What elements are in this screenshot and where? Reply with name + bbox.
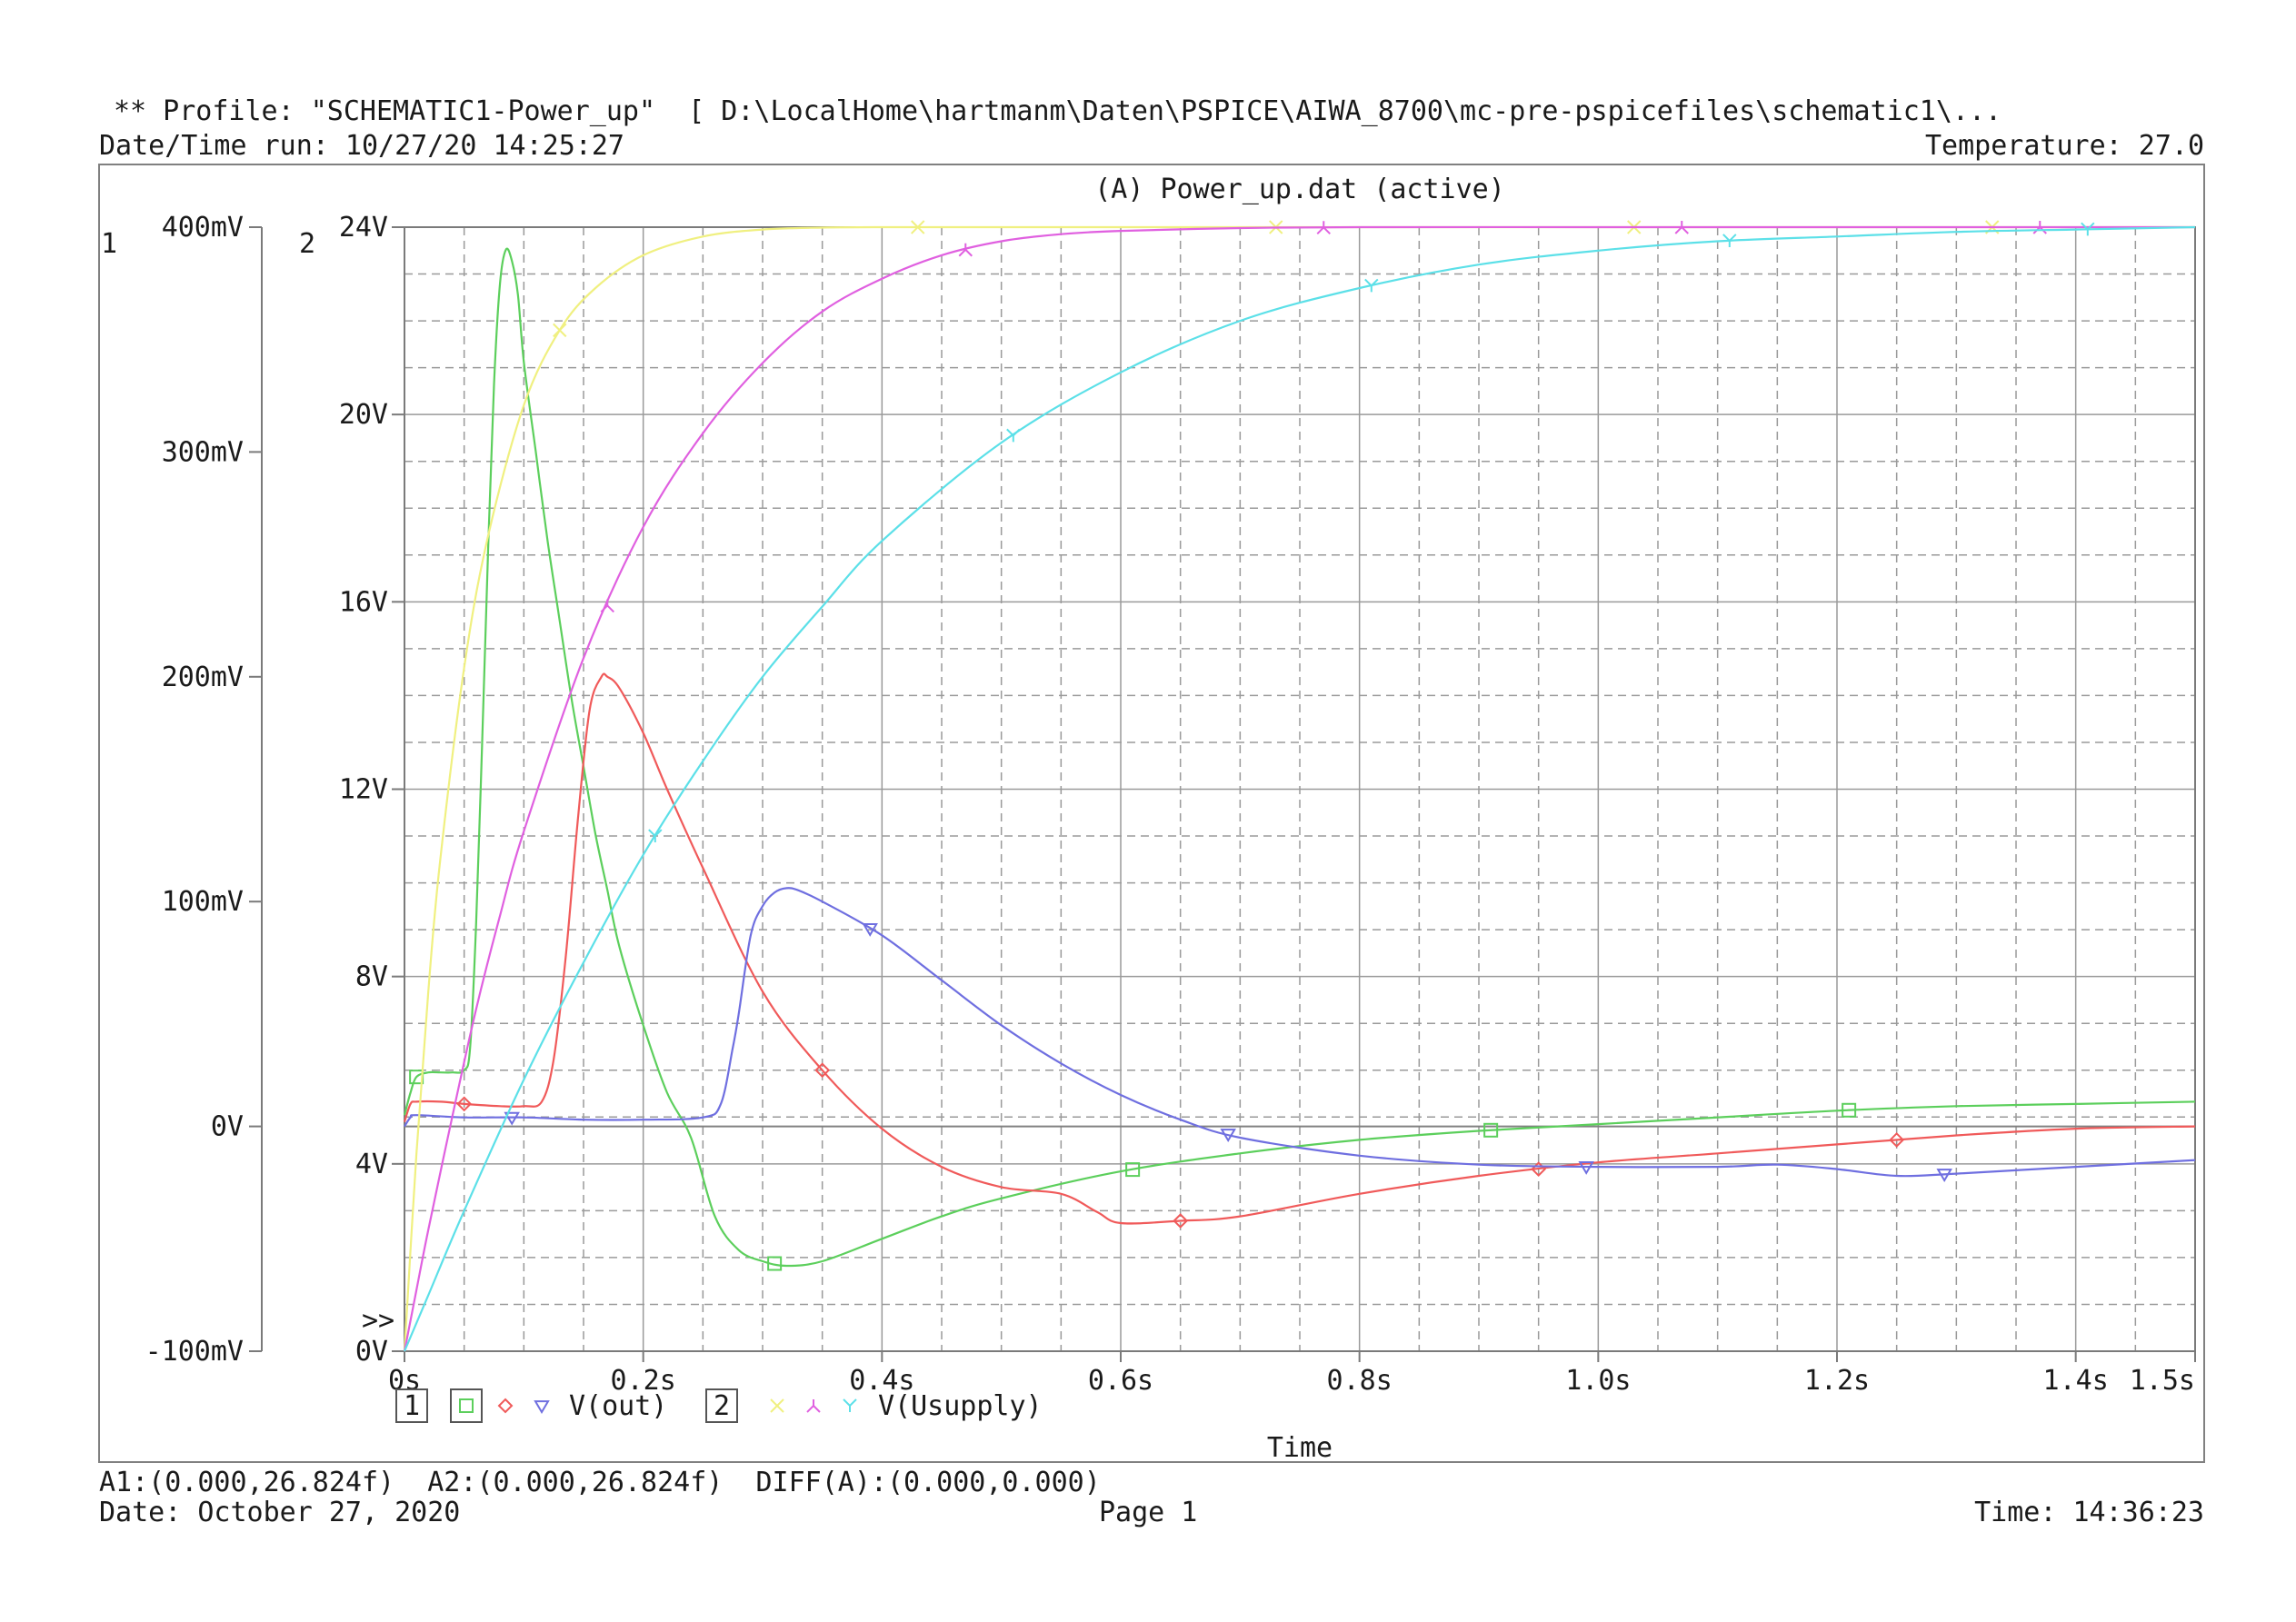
x-axis-tick-label: 1.0s <box>1565 1365 1631 1397</box>
legend-group-1-box <box>395 1388 428 1423</box>
series-marker <box>770 1398 784 1413</box>
x-axis-tick-label: 0.6s <box>1088 1365 1153 1397</box>
y-axis-2-tick-label: 0V <box>355 1336 388 1368</box>
axes <box>249 226 2196 1362</box>
series-marker <box>911 220 925 234</box>
series-1 <box>403 247 2196 1271</box>
series-marker <box>456 1096 473 1112</box>
legend-active-box <box>450 1388 483 1423</box>
legend-group-2-box <box>705 1388 738 1423</box>
profile-line: ** Profile: "SCHEMATIC1-Power_up" [ D:\L… <box>114 95 2002 127</box>
series-marker <box>2081 222 2095 236</box>
series-line <box>404 887 2196 1178</box>
series-line <box>403 247 2196 1268</box>
y-axis-1-id: 1 <box>101 228 117 260</box>
y-axis-1-tick-label: -100mV <box>145 1336 244 1368</box>
y-axis-1-tick-label: 300mV <box>162 436 244 468</box>
series-marker <box>600 599 614 613</box>
series-marker <box>814 1062 831 1079</box>
series-marker <box>806 1399 821 1413</box>
grid <box>404 226 2196 1352</box>
footer-time: Time: 14:36:23 <box>1974 1497 2204 1528</box>
series-5 <box>403 221 2195 1352</box>
y-axis-2-tick-label: 20V <box>339 399 388 431</box>
x-axis-tick-label: 0.2s <box>611 1365 676 1397</box>
y-axis-2-id: 2 <box>299 228 315 260</box>
series-marker <box>1578 1160 1594 1175</box>
series-marker <box>1220 1129 1236 1142</box>
series-marker <box>1936 1169 1952 1183</box>
series-6 <box>403 222 2196 1352</box>
series-marker <box>553 323 567 338</box>
series-marker <box>1006 428 1021 443</box>
series-line <box>403 672 2196 1225</box>
x-axis-tick-label: 0.4s <box>849 1365 914 1397</box>
y-axis-2-tick-label: 12V <box>339 774 388 806</box>
legend-trace-1: V(out) <box>569 1390 667 1422</box>
y-axis-2-tick-label: 8V <box>355 961 388 993</box>
legend-group-1-label: 1 <box>404 1390 420 1422</box>
series-marker <box>534 1400 550 1414</box>
x-axis-tick-label: 1.2s <box>1804 1365 1870 1397</box>
legend: 1 V(out) 2 V(Usupply) <box>395 1388 1043 1423</box>
y-axis-1-tick-label: 100mV <box>162 886 244 918</box>
series-3 <box>404 887 2196 1183</box>
x-axis-tick-label: 1.5s <box>2130 1365 2195 1397</box>
y-axis-1-tick-label: 200mV <box>162 662 244 693</box>
series-marker <box>767 1256 783 1271</box>
series-marker <box>648 829 663 843</box>
series-marker <box>497 1398 514 1414</box>
series-marker <box>958 243 973 257</box>
series-marker <box>1483 1122 1499 1138</box>
y-axis-2-tick-label: 4V <box>355 1149 388 1180</box>
series-marker <box>504 1111 520 1126</box>
series-marker <box>843 1398 857 1412</box>
series-layer <box>403 220 2196 1352</box>
series-marker <box>1889 1132 1905 1148</box>
x-axis-tick-label: 0.8s <box>1327 1365 1393 1397</box>
series-marker <box>1674 221 1689 234</box>
series-marker <box>1842 1102 1857 1118</box>
x-axis-tick-label: 0s <box>388 1365 421 1397</box>
footer-page: Page 1 <box>1099 1497 1198 1528</box>
x-axis-tick-label: 1.4s <box>2043 1365 2109 1397</box>
legend-trace-2: V(Usupply) <box>878 1390 1043 1422</box>
x-axis-label: Time <box>1267 1432 1333 1464</box>
footer-date: Date: October 27, 2020 <box>99 1497 461 1528</box>
legend-group-2-label: 2 <box>714 1390 730 1422</box>
cursor-readout: A1:(0.000,26.824f) A2:(0.000,26.824f) DI… <box>99 1467 1101 1498</box>
temperature-label: Temperature: 27.0 <box>1924 130 2204 162</box>
series-marker <box>1316 221 1331 235</box>
y-axis-2-tick-label: 16V <box>339 586 388 618</box>
series-marker <box>1125 1162 1141 1178</box>
series-marker <box>459 1398 474 1413</box>
y-axis-1-tick-label: 400mV <box>162 212 244 244</box>
series-marker <box>1364 278 1379 293</box>
date-time-run: Date/Time run: 10/27/20 14:25:27 <box>99 130 624 162</box>
series-marker <box>862 922 878 937</box>
series-marker <box>1173 1213 1189 1229</box>
axis-marker: >> <box>362 1305 394 1337</box>
plot-frame <box>98 164 2205 1463</box>
series-marker <box>1722 234 1737 247</box>
y-axis-1-tick-label: 0V <box>211 1111 244 1143</box>
y-axis-2-tick-label: 24V <box>339 212 388 244</box>
series-line <box>403 225 2195 1352</box>
chart-title: (A) Power_up.dat (active) <box>1094 174 1505 205</box>
chart-text: 400mV300mV200mV100mV0V-100mV124V20V16V12… <box>101 174 2195 1464</box>
